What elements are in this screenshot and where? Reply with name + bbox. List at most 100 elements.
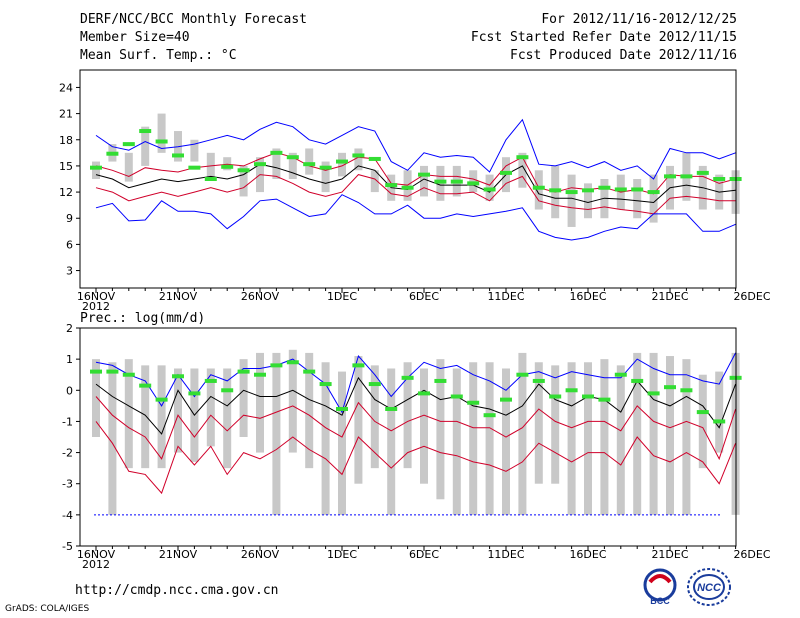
ncc-logo: NCC [687, 568, 731, 606]
p2-range-bar-13 [305, 352, 314, 469]
p1-range-bar-27 [534, 170, 543, 210]
p2-series-mean [95, 376, 737, 435]
p2-range-bar-24 [485, 362, 494, 515]
p2-range-bar-35 [666, 356, 674, 515]
p2-range-bar-2 [124, 359, 133, 469]
p1-green-mark-37 [696, 170, 709, 175]
p1-green-mark-9 [237, 168, 250, 173]
p2-green-mark-22 [450, 394, 463, 399]
p2-green-mark-21 [434, 378, 447, 383]
p1-green-mark-7 [204, 177, 217, 181]
p2-range-bar-28 [551, 365, 560, 484]
p1-range-bar-17 [370, 170, 379, 193]
p1-xtick-label-0: 16NOV [77, 290, 116, 303]
p2-green-mark-8 [221, 388, 234, 393]
p1-green-mark-30 [582, 188, 594, 193]
p2-xtick-label-5: 11DEC [487, 548, 524, 561]
p2-xtick-label-3: 1DEC [327, 548, 357, 561]
p1-range-bar-16 [354, 148, 363, 171]
p2-green-mark-3 [139, 383, 152, 388]
p2-green-mark-26 [516, 372, 529, 377]
p2-range-bar-37 [698, 374, 707, 469]
ncc-logo-text: NCC [697, 582, 722, 594]
p2-green-mark-6 [188, 391, 201, 396]
p2-green-mark-18 [385, 406, 398, 411]
p1-range-bar-4 [157, 113, 166, 153]
p1-ytick-label-24: 24 [59, 81, 73, 94]
p2-green-mark-14 [319, 382, 332, 387]
p2-green-mark-20 [418, 391, 430, 396]
forecast-period: For 2012/11/16-2012/12/25 [541, 12, 737, 27]
p1-range-bar-14 [321, 161, 330, 193]
p2-series-upper [95, 396, 737, 461]
p2-range-bar-16 [354, 356, 363, 484]
p1-range-bar-12 [288, 152, 297, 179]
p2-range-bar-32 [616, 365, 625, 515]
p1-range-bar-15 [338, 152, 346, 177]
p1-range-bar-30 [584, 183, 592, 219]
p2-ytick-label--2: -2 [62, 447, 73, 460]
start-date: Fcst Started Refer Date 2012/11/15 [470, 30, 737, 45]
p2-range-bar-22 [452, 368, 461, 515]
p1-green-mark-36 [680, 174, 693, 179]
p1-green-mark-31 [598, 185, 611, 190]
p1-green-mark-21 [434, 179, 447, 184]
p2-xtick-label-8: 26DEC [733, 548, 770, 561]
p2-green-mark-11 [270, 363, 283, 368]
p1-green-mark-33 [631, 187, 644, 192]
p1-xtick-label-2: 26NOV [241, 290, 280, 303]
precip-title: Prec.: log(mm/d) [80, 311, 205, 326]
p2-green-mark-33 [631, 378, 644, 383]
p2-series-max [95, 352, 737, 414]
produced-date: Fcst Produced Date 2012/11/16 [510, 48, 737, 63]
p1-range-bar-0 [92, 161, 100, 179]
p1-green-mark-11 [270, 150, 283, 155]
p2-range-bar-33 [633, 352, 642, 515]
p2-xtick-label-6: 16DEC [569, 548, 606, 561]
p2-green-mark-9 [237, 369, 250, 374]
p1-range-bar-9 [239, 165, 248, 197]
p1-series-min [95, 194, 736, 241]
p1-range-bar-2 [124, 152, 133, 182]
p1-green-mark-29 [565, 190, 578, 195]
p2-ytick-label--1: -1 [62, 415, 73, 428]
p2-ytick-label--4: -4 [62, 509, 73, 522]
p2-green-mark-36 [680, 388, 693, 393]
p2-green-mark-12 [286, 360, 299, 365]
bcc-logo-ring [643, 568, 677, 602]
source-url[interactable]: http://cmdp.ncc.cma.gov.cn [75, 583, 279, 598]
p2-green-mark-7 [204, 378, 217, 383]
p1-green-mark-35 [664, 174, 676, 179]
p2-range-bar-7 [206, 368, 215, 447]
p2-range-bar-11 [272, 352, 281, 515]
p2-green-mark-24 [483, 413, 496, 418]
p1-green-mark-24 [483, 187, 496, 192]
p2-range-bar-31 [600, 359, 609, 515]
p2-range-bar-0 [92, 359, 100, 437]
p1-xtick-year: 2012 [82, 300, 110, 313]
p1-green-mark-28 [549, 188, 562, 193]
p2-green-mark-32 [614, 372, 627, 377]
p1-xtick-label-7: 21DEC [651, 290, 688, 303]
p2-green-mark-2 [122, 372, 135, 377]
p2-range-bar-20 [420, 368, 428, 484]
p1-ytick-label-18: 18 [59, 134, 73, 147]
p2-green-mark-30 [582, 394, 594, 399]
ncc-logo-ring [687, 568, 731, 606]
p1-series-lower [95, 174, 736, 215]
p1-green-mark-20 [418, 172, 430, 177]
p1-green-mark-15 [336, 159, 348, 164]
p2-green-mark-23 [467, 400, 480, 405]
p2-green-mark-35 [664, 385, 676, 390]
p1-series-upper [95, 152, 736, 195]
p1-green-mark-34 [647, 190, 660, 195]
p1-series-mean [95, 163, 736, 204]
p1-range-bar-29 [567, 174, 576, 227]
p1-ytick-label-9: 9 [66, 212, 73, 225]
p2-ytick-label-1: 1 [66, 353, 73, 366]
p2-range-bar-14 [321, 362, 330, 515]
p1-green-mark-14 [319, 165, 332, 170]
p2-green-mark-13 [303, 369, 316, 374]
grads-credit: GrADS: COLA/IGES [5, 604, 90, 614]
p2-xtick-year: 2012 [82, 558, 110, 571]
